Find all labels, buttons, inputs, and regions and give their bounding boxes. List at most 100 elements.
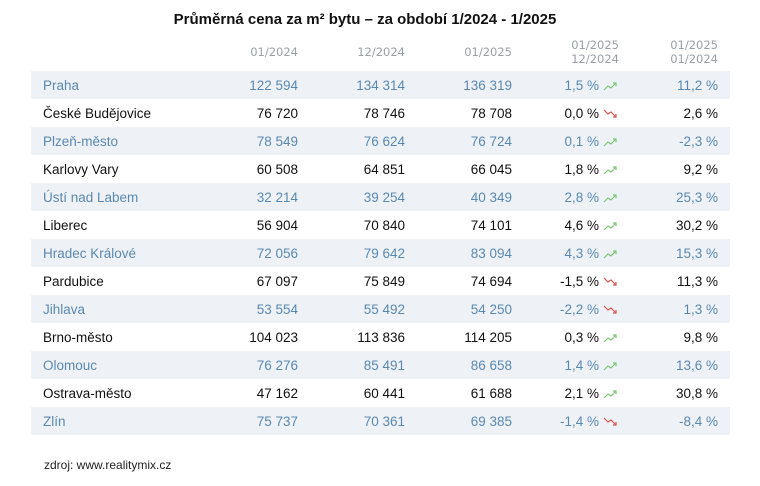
price-dec-2024-cell: 39 254 [310, 183, 417, 211]
trend-up-icon [603, 138, 617, 147]
trend-down-icon [603, 109, 617, 118]
header-jan-2024: 01/2024 [250, 45, 298, 59]
city-cell: Ostrava-město [31, 379, 203, 407]
month-change-value: 4,6 % [564, 217, 599, 233]
city-cell: České Budějovice [31, 99, 203, 127]
month-change-value: 0,0 % [564, 105, 599, 121]
header-month-change: 01/2025 12/2024 [524, 33, 631, 71]
trend-up-icon [603, 390, 617, 399]
price-jan-2024-cell: 47 162 [203, 379, 310, 407]
city-cell: Zlín [31, 407, 203, 435]
price-jan-2024-cell: 60 508 [203, 155, 310, 183]
month-change-cell: 1,4 % [524, 351, 631, 379]
price-jan-2025-cell: 78 708 [417, 99, 524, 127]
trend-up-icon [603, 222, 617, 231]
price-dec-2024-cell: 79 642 [310, 239, 417, 267]
city-cell: Olomouc [31, 351, 203, 379]
year-change-cell: 11,3 % [631, 267, 730, 295]
table-body: Praha 122 594 134 314 136 319 1,5 % 11,2 % Čes… [31, 71, 730, 435]
month-change-value: 4,3 % [564, 245, 599, 261]
price-jan-2025-cell: 54 250 [417, 295, 524, 323]
city-cell: Brno-město [31, 323, 203, 351]
month-change-value: 1,8 % [564, 161, 599, 177]
header-jan-2025: 01/2025 [464, 45, 512, 59]
table-row: Olomouc 76 276 85 491 86 658 1,4 % 13,6 % [31, 351, 730, 379]
price-dec-2024-cell: 76 624 [310, 127, 417, 155]
year-change-cell: 1,3 % [631, 295, 730, 323]
month-change-cell: 0,0 % [524, 99, 631, 127]
price-dec-2024-cell: 134 314 [310, 71, 417, 99]
table-row: Zlín 75 737 70 361 69 385 -1,4 % -8,4 % [31, 407, 730, 435]
header-year-change-bottom: 01/2024 [670, 52, 718, 66]
month-change-cell: 1,8 % [524, 155, 631, 183]
price-jan-2025-cell: 61 688 [417, 379, 524, 407]
trend-down-icon [603, 305, 617, 314]
price-jan-2025-cell: 76 724 [417, 127, 524, 155]
price-jan-2025-cell: 86 658 [417, 351, 524, 379]
price-dec-2024-cell: 55 492 [310, 295, 417, 323]
year-change-cell: 30,8 % [631, 379, 730, 407]
month-change-cell: 2,8 % [524, 183, 631, 211]
table-row: Ostrava-město 47 162 60 441 61 688 2,1 % 30,8… [31, 379, 730, 407]
price-dec-2024-cell: 113 836 [310, 323, 417, 351]
year-change-cell: 9,8 % [631, 323, 730, 351]
header-year-change: 01/2025 01/2024 [631, 33, 730, 71]
year-change-cell: 2,6 % [631, 99, 730, 127]
month-change-cell: -1,5 % [524, 267, 631, 295]
month-change-cell: 4,3 % [524, 239, 631, 267]
city-cell: Praha [31, 71, 203, 99]
price-dec-2024-cell: 70 361 [310, 407, 417, 435]
month-change-value: 1,5 % [564, 77, 599, 93]
month-change-value: -2,2 % [559, 301, 599, 317]
month-change-cell: 2,1 % [524, 379, 631, 407]
month-change-value: -1,5 % [559, 273, 599, 289]
month-change-value: 0,3 % [564, 329, 599, 345]
year-change-cell: 9,2 % [631, 155, 730, 183]
month-change-value: 1,4 % [564, 357, 599, 373]
table-row: Jihlava 53 554 55 492 54 250 -2,2 % 1,3 % [31, 295, 730, 323]
month-change-cell: 1,5 % [524, 71, 631, 99]
table-row: Ústí nad Labem 32 214 39 254 40 349 2,8 % 25,… [31, 183, 730, 211]
price-dec-2024-cell: 85 491 [310, 351, 417, 379]
price-jan-2024-cell: 56 904 [203, 211, 310, 239]
trend-up-icon [603, 250, 617, 259]
table-title: Průměrná cena za m² bytu – za období 1/2… [173, 11, 557, 28]
price-jan-2025-cell: 74 694 [417, 267, 524, 295]
city-cell: Hradec Králové [31, 239, 203, 267]
price-jan-2025-cell: 66 045 [417, 155, 524, 183]
price-jan-2025-cell: 83 094 [417, 239, 524, 267]
city-cell: Liberec [31, 211, 203, 239]
month-change-cell: 0,3 % [524, 323, 631, 351]
price-jan-2024-cell: 76 720 [203, 99, 310, 127]
price-jan-2025-cell: 40 349 [417, 183, 524, 211]
city-cell: Jihlava [31, 295, 203, 323]
table-row: České Budějovice 76 720 78 746 78 708 0,0 % 2… [31, 99, 730, 127]
year-change-cell: 13,6 % [631, 351, 730, 379]
city-cell: Karlovy Vary [31, 155, 203, 183]
month-change-value: -1,4 % [559, 413, 599, 429]
price-jan-2025-cell: 74 101 [417, 211, 524, 239]
table-row: Hradec Králové 72 056 79 642 83 094 4,3 % 15,… [31, 239, 730, 267]
year-change-cell: 25,3 % [631, 183, 730, 211]
year-change-cell: -8,4 % [631, 407, 730, 435]
price-jan-2024-cell: 104 023 [203, 323, 310, 351]
header-year-change-top: 01/2025 [670, 38, 718, 52]
header-month-change-bottom: 12/2024 [571, 52, 619, 66]
price-dec-2024-cell: 64 851 [310, 155, 417, 183]
header-month-change-top: 01/2025 [571, 38, 619, 52]
price-jan-2024-cell: 122 594 [203, 71, 310, 99]
price-dec-2024-cell: 60 441 [310, 379, 417, 407]
trend-up-icon [603, 334, 617, 343]
month-change-value: 2,8 % [564, 189, 599, 205]
price-jan-2024-cell: 76 276 [203, 351, 310, 379]
trend-down-icon [603, 277, 617, 286]
table-row: Karlovy Vary 60 508 64 851 66 045 1,8 % 9,2 % [31, 155, 730, 183]
header-city [31, 33, 203, 71]
table-row: Liberec 56 904 70 840 74 101 4,6 % 30,2 % [31, 211, 730, 239]
trend-up-icon [603, 82, 617, 91]
month-change-value: 0,1 % [564, 133, 599, 149]
price-jan-2025-cell: 136 319 [417, 71, 524, 99]
year-change-cell: -2,3 % [631, 127, 730, 155]
year-change-cell: 15,3 % [631, 239, 730, 267]
header-dec-2024: 12/2024 [357, 45, 405, 59]
